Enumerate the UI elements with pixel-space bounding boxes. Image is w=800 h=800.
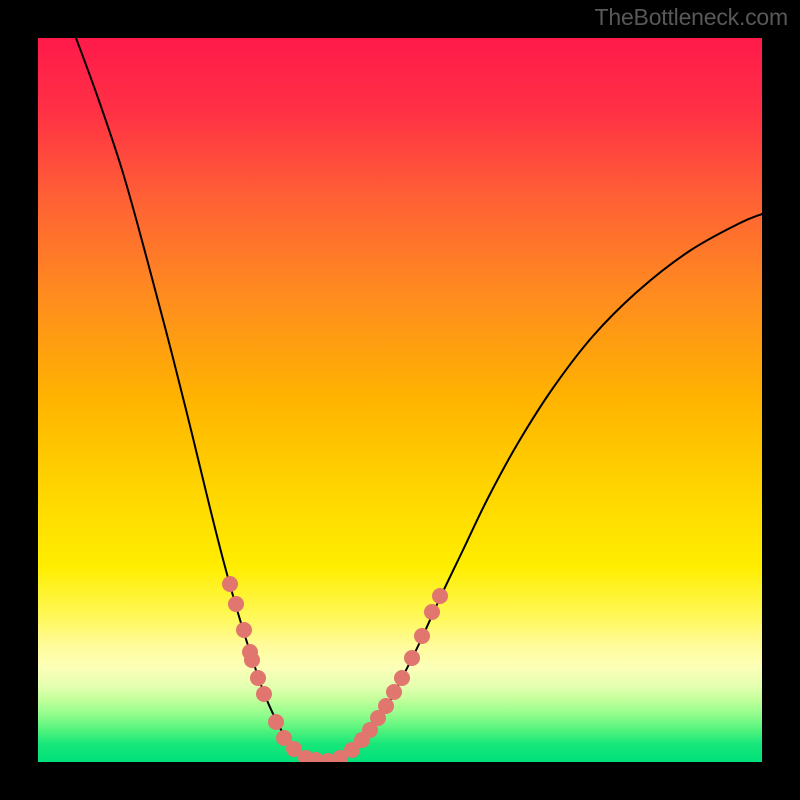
curve-marker	[222, 576, 238, 592]
curve-marker	[228, 596, 244, 612]
curve-marker	[236, 622, 252, 638]
curve-marker	[414, 628, 430, 644]
curve-marker	[268, 714, 284, 730]
curve-marker	[250, 670, 266, 686]
bottleneck-curve-chart	[38, 38, 762, 762]
curve-marker	[378, 698, 394, 714]
curve-marker	[424, 604, 440, 620]
plot-area	[38, 38, 762, 762]
curve-marker	[394, 670, 410, 686]
curve-marker	[432, 588, 448, 604]
watermark-text: TheBottleneck.com	[595, 4, 788, 31]
curve-marker	[386, 684, 402, 700]
gradient-background	[38, 38, 762, 762]
chart-frame: TheBottleneck.com	[0, 0, 800, 800]
curve-marker	[404, 650, 420, 666]
curve-marker	[244, 652, 260, 668]
curve-marker	[256, 686, 272, 702]
